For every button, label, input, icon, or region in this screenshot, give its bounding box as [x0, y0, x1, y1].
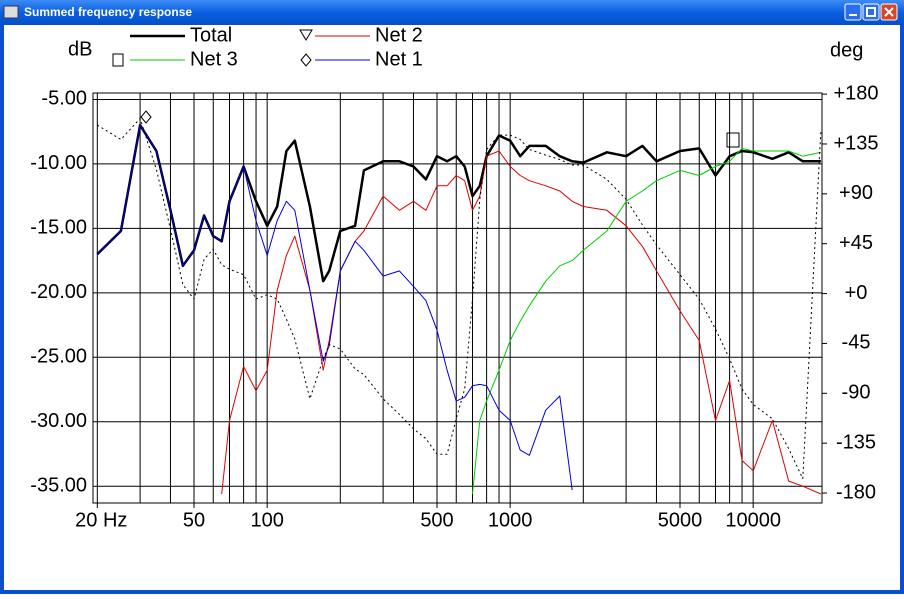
plot-frame — [92, 92, 823, 504]
legend-label: Net 2 — [375, 24, 423, 46]
legend-label: Total — [190, 24, 232, 46]
y2-tick-label: +180 — [833, 82, 878, 104]
maximize-button[interactable] — [862, 3, 880, 21]
y-tick-label: -5.00 — [41, 88, 87, 110]
plot-area — [96, 118, 822, 495]
window-icon — [3, 5, 19, 19]
x-tick-label: 10000 — [725, 509, 781, 531]
y2-tick-label: -135 — [836, 431, 876, 453]
x-tick-label: 1000 — [488, 509, 533, 531]
y-tick-label: -35.00 — [30, 475, 87, 497]
x-tick-label: 100 — [250, 509, 283, 531]
y-axis-label: dB — [68, 38, 92, 60]
y-tick-label: -15.00 — [30, 217, 87, 239]
y2-tick-label: +135 — [833, 132, 878, 154]
button-glyphs — [849, 7, 876, 17]
legend-marker — [299, 29, 313, 41]
y2-tick-label: +0 — [845, 282, 868, 304]
series-line — [96, 124, 573, 491]
x-tick-label: 5000 — [658, 509, 703, 531]
legend-marker — [300, 53, 312, 67]
y-tick-label: -10.00 — [30, 152, 87, 174]
y-tick-label: -30.00 — [30, 410, 87, 432]
y-tick-label: -20.00 — [30, 281, 87, 303]
window-title: Summed frequency response — [24, 5, 192, 19]
x-tick-label: 500 — [420, 509, 453, 531]
y2-tick-label: +45 — [839, 232, 873, 254]
series-line — [472, 147, 822, 495]
y2-tick-label: -45 — [842, 332, 871, 354]
x-tick-label: 20 Hz — [75, 509, 127, 531]
legend-marker — [112, 53, 124, 67]
x-tick-label: 50 — [183, 509, 205, 531]
grid — [93, 93, 822, 503]
title-bar — [0, 0, 904, 25]
client-area — [4, 25, 900, 590]
legend-label: Net 1 — [375, 48, 423, 70]
series-line — [221, 150, 822, 495]
y2-tick-label: -180 — [836, 481, 876, 503]
minimize-button[interactable] — [844, 3, 862, 21]
legend-label: Net 3 — [190, 48, 238, 70]
y-tick-label: -25.00 — [30, 346, 87, 368]
series-line — [97, 118, 822, 480]
y2-axis-label: deg — [830, 39, 863, 61]
curve-marker — [140, 110, 152, 124]
y2-tick-label: +90 — [839, 182, 873, 204]
y2-tick-label: -90 — [842, 382, 871, 404]
curve-marker — [726, 132, 740, 148]
close-glyph — [884, 7, 894, 17]
